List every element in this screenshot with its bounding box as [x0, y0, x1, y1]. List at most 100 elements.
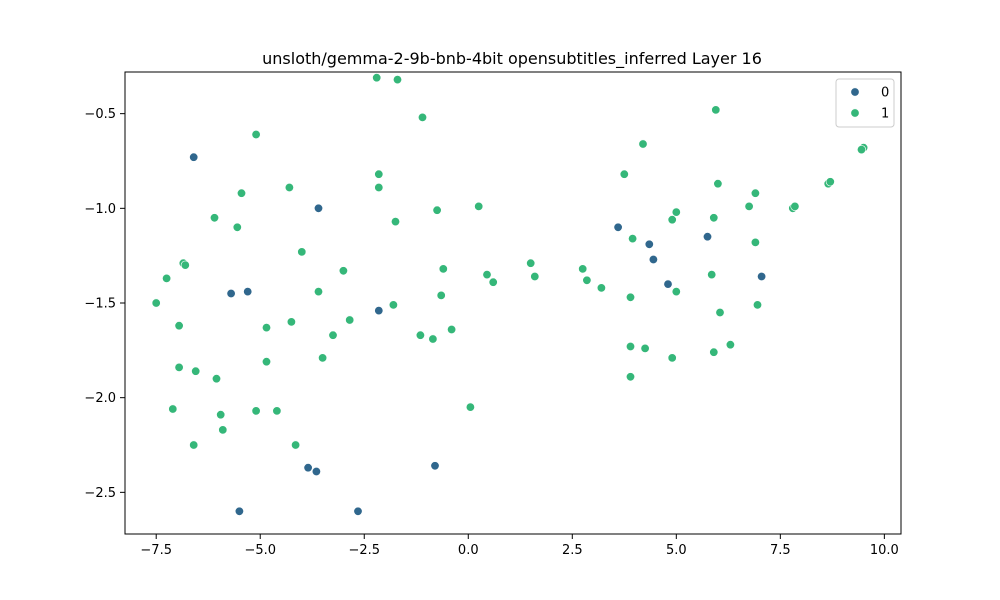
x-tick-label: 7.5 — [770, 543, 791, 558]
data-point-series-1-0 — [372, 73, 382, 83]
data-point-series-1-36 — [168, 404, 178, 414]
data-point-series-1-8 — [390, 217, 400, 227]
data-point-series-0-10 — [613, 222, 623, 232]
data-point-series-1-35 — [318, 353, 328, 363]
data-point-series-1-39 — [251, 406, 261, 416]
data-point-series-1-9 — [432, 205, 442, 215]
data-point-series-1-25 — [415, 330, 425, 340]
data-point-series-1-45 — [488, 277, 498, 287]
data-point-series-1-7 — [374, 183, 384, 193]
data-point-series-1-57 — [625, 372, 635, 382]
data-point-series-1-5 — [284, 183, 294, 193]
data-point-series-1-62 — [711, 105, 721, 115]
data-point-series-0-0 — [189, 152, 199, 162]
data-point-series-1-11 — [210, 213, 220, 223]
legend-marker-1 — [850, 108, 860, 118]
data-point-series-1-38 — [218, 425, 228, 435]
data-point-series-1-37 — [216, 410, 226, 420]
y-axis: −2.5 −2.0 −1.5 −1.0 −0.5 — [84, 107, 125, 501]
data-point-series-0-8 — [234, 506, 244, 516]
data-point-series-1-67 — [725, 340, 735, 350]
data-point-series-1-51 — [619, 169, 629, 179]
legend-box — [835, 78, 895, 128]
data-point-series-1-59 — [667, 215, 677, 225]
data-point-series-1-71 — [750, 237, 760, 247]
data-point-series-0-5 — [303, 463, 313, 473]
data-point-series-1-1 — [392, 75, 402, 85]
x-tick-label: 2.5 — [562, 543, 583, 558]
data-point-series-1-52 — [638, 139, 648, 149]
data-point-series-1-70 — [750, 188, 760, 198]
data-point-series-1-12 — [232, 222, 242, 232]
data-point-series-0-14 — [702, 232, 712, 242]
data-point-series-1-48 — [578, 264, 588, 274]
x-axis: −7.5 −5.0 −2.5 0.0 2.5 5.0 7.5 10.0 — [140, 534, 899, 558]
data-point-series-1-72 — [752, 300, 762, 310]
data-point-series-0-4 — [374, 306, 384, 316]
legend-marker-0 — [850, 87, 860, 97]
data-point-series-1-19 — [313, 287, 323, 297]
data-point-series-1-43 — [465, 402, 475, 412]
data-point-series-1-18 — [338, 266, 348, 276]
data-point-series-1-14 — [180, 260, 190, 270]
data-point-series-1-33 — [212, 374, 222, 384]
data-point-series-1-58 — [667, 353, 677, 363]
data-point-series-0-3 — [313, 203, 323, 213]
data-point-series-0-13 — [663, 279, 673, 289]
data-point-series-1-6 — [374, 169, 384, 179]
x-tick-label: −5.0 — [244, 543, 276, 558]
data-point-series-1-3 — [251, 130, 261, 140]
data-point-series-1-17 — [297, 247, 307, 257]
data-point-series-1-63 — [713, 179, 723, 189]
data-point-series-0-1 — [226, 288, 236, 298]
y-tick-label: −1.0 — [84, 202, 116, 217]
chart-title: unsloth/gemma-2-9b-bnb-4bit opensubtitle… — [262, 49, 762, 69]
data-point-series-1-41 — [291, 440, 301, 450]
data-point-series-0-9 — [353, 506, 363, 516]
data-point-series-1-66 — [715, 307, 725, 317]
data-point-series-1-4 — [237, 188, 247, 198]
data-point-series-1-22 — [328, 330, 338, 340]
data-point-series-1-24 — [388, 300, 398, 310]
data-point-series-1-61 — [671, 287, 681, 297]
data-point-series-1-47 — [530, 271, 540, 281]
data-point-series-0-2 — [243, 287, 253, 297]
legend: 01 — [835, 78, 895, 128]
data-point-series-1-44 — [482, 270, 492, 280]
data-point-series-1-68 — [709, 347, 719, 357]
data-point-series-1-29 — [447, 324, 457, 334]
data-point-series-1-21 — [286, 317, 296, 327]
data-point-series-0-12 — [648, 255, 658, 265]
legend-label-0: 0 — [881, 86, 889, 101]
data-point-series-1-16 — [151, 298, 161, 308]
data-point-series-1-42 — [189, 440, 199, 450]
data-point-series-1-27 — [438, 264, 448, 274]
data-point-series-1-56 — [640, 343, 650, 353]
x-tick-label: −2.5 — [348, 543, 380, 558]
data-point-series-1-2 — [417, 112, 427, 122]
data-point-series-0-7 — [430, 461, 440, 471]
points-layer — [151, 73, 869, 516]
x-tick-label: 10.0 — [870, 543, 899, 558]
y-tick-label: −2.5 — [84, 486, 116, 501]
y-tick-label: −0.5 — [84, 107, 116, 122]
data-point-series-1-15 — [162, 273, 172, 283]
data-point-series-1-10 — [474, 201, 484, 211]
data-point-series-1-49 — [582, 275, 592, 285]
data-point-series-0-6 — [311, 466, 321, 476]
y-tick-label: −1.5 — [84, 297, 116, 312]
data-point-series-1-74 — [790, 201, 800, 211]
data-point-series-1-32 — [191, 366, 201, 376]
x-tick-label: −7.5 — [140, 543, 172, 558]
legend-label-1: 1 — [881, 107, 889, 122]
data-point-series-1-65 — [707, 270, 717, 280]
x-tick-label: 0.0 — [458, 543, 479, 558]
data-point-series-1-26 — [428, 334, 438, 344]
data-point-series-1-55 — [625, 341, 635, 351]
data-point-series-1-50 — [596, 283, 606, 293]
data-point-series-1-53 — [628, 234, 638, 244]
data-point-series-1-30 — [174, 321, 184, 331]
data-point-series-1-23 — [345, 315, 355, 325]
